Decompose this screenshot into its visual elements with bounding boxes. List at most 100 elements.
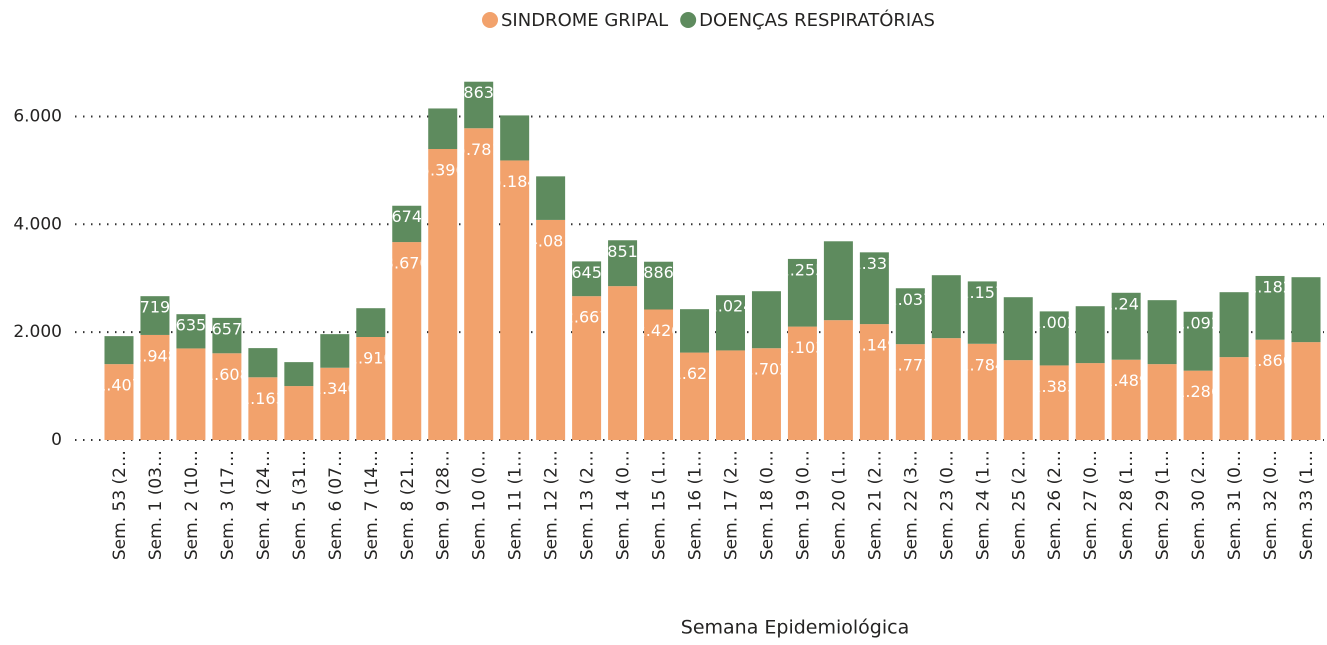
x-tick-label: Sem. 11 (1… xyxy=(506,450,526,560)
bar xyxy=(823,320,853,440)
bar xyxy=(644,309,674,440)
bar xyxy=(320,367,350,440)
bar xyxy=(500,115,530,161)
bar xyxy=(428,149,458,441)
data-label: 1.163 xyxy=(240,389,286,408)
x-axis-title: Semana Epidemiológica xyxy=(681,617,909,639)
data-label: 1.702 xyxy=(744,360,790,379)
data-label: 1.024 xyxy=(708,297,754,316)
data-label: 5.396 xyxy=(420,161,466,180)
data-label: 1.157 xyxy=(959,283,1005,302)
data-label: 1.383 xyxy=(1031,377,1077,396)
x-tick-label: Sem. 1 (03… xyxy=(146,450,166,560)
legend-label: DOENÇAS RESPIRATÓRIAS xyxy=(699,9,935,31)
x-tick-label: Sem. 2 (10… xyxy=(182,450,202,560)
y-tick-label: 4.000 xyxy=(13,214,62,234)
x-tick-label: Sem. 24 (1… xyxy=(973,450,993,560)
data-label: 2.420 xyxy=(636,321,682,340)
bar xyxy=(1219,357,1249,440)
bar xyxy=(895,344,925,440)
x-tick-label: Sem. 22 (3… xyxy=(901,450,921,560)
bar xyxy=(715,350,745,440)
bar xyxy=(104,336,134,365)
x-tick-label: Sem. 8 (21… xyxy=(398,450,418,560)
bar xyxy=(1039,365,1069,440)
bar xyxy=(1147,300,1177,365)
y-tick-label: 0 xyxy=(51,430,62,450)
x-tick-label: Sem. 4 (24… xyxy=(254,450,274,560)
data-label: 645 xyxy=(571,263,602,282)
x-tick-label: Sem. 14 (0… xyxy=(614,450,634,560)
x-tick-label: Sem. 25 (2… xyxy=(1009,450,1029,560)
bar xyxy=(967,343,997,440)
data-label: 3.670 xyxy=(384,254,430,273)
data-label: 2.103 xyxy=(780,338,826,357)
x-tick-label: Sem. 6 (07… xyxy=(326,450,346,560)
data-label: 5.184 xyxy=(492,172,538,191)
bar xyxy=(464,81,494,129)
bar xyxy=(931,338,961,440)
bar xyxy=(284,386,314,440)
bar xyxy=(1003,360,1033,440)
bar xyxy=(859,252,889,325)
bar xyxy=(1291,277,1321,343)
bar xyxy=(212,353,242,440)
legend-marker xyxy=(680,12,697,28)
bar xyxy=(248,377,278,440)
x-tick-label: Sem. 29 (1… xyxy=(1153,450,1173,560)
data-label: 1.182 xyxy=(1247,277,1293,296)
legend-label: SINDROME GRIPAL xyxy=(501,10,668,31)
x-tick-label: Sem. 13 (2… xyxy=(578,450,598,560)
data-label: 886 xyxy=(643,263,674,282)
bar xyxy=(1039,311,1069,366)
bar xyxy=(931,275,961,339)
data-label: 1.948 xyxy=(132,346,178,365)
bar xyxy=(392,242,422,440)
x-tick-label: Sem. 9 (28… xyxy=(434,450,454,560)
data-label: 1.608 xyxy=(204,365,250,384)
data-label: 1.241 xyxy=(1103,294,1149,313)
bar xyxy=(464,128,494,440)
x-tick-label: Sem. 7 (14… xyxy=(362,450,382,560)
data-label: 2.149 xyxy=(851,336,897,355)
bar xyxy=(1111,292,1141,360)
bar xyxy=(1075,306,1105,364)
bar xyxy=(967,281,997,344)
bar xyxy=(320,334,350,368)
x-tick-label: Sem. 32 (0… xyxy=(1261,450,1281,560)
bar xyxy=(859,324,889,440)
bar xyxy=(644,261,674,310)
bar xyxy=(572,296,602,440)
bar xyxy=(787,258,817,327)
bar xyxy=(1291,342,1321,440)
x-tick-label: Sem. 12 (2… xyxy=(542,450,562,560)
data-label: 1.860 xyxy=(1247,351,1293,370)
x-tick-label: Sem. 53 (2… xyxy=(110,450,130,560)
x-tick-label: Sem. 23 (0… xyxy=(937,450,957,560)
data-label: 1.621 xyxy=(672,364,718,383)
y-tick-label: 6.000 xyxy=(13,106,62,126)
data-label: 1.002 xyxy=(1031,313,1077,332)
bar xyxy=(356,308,386,338)
bar xyxy=(1111,359,1141,440)
bar xyxy=(140,296,170,335)
bar xyxy=(715,295,745,351)
bar xyxy=(428,108,458,150)
bar xyxy=(1183,311,1213,371)
data-label: 674 xyxy=(391,207,422,226)
x-tick-label: Sem. 33 (1… xyxy=(1297,450,1317,560)
bar xyxy=(1147,364,1177,440)
data-label: 4.081 xyxy=(528,231,574,250)
bar xyxy=(176,348,206,440)
x-tick-label: Sem. 27 (0… xyxy=(1081,450,1101,560)
x-tick-label: Sem. 26 (2… xyxy=(1045,450,1065,560)
bar xyxy=(104,364,134,440)
bar xyxy=(608,240,638,287)
data-label: 1.910 xyxy=(348,349,394,368)
x-tick-label: Sem. 20 (1… xyxy=(829,450,849,560)
x-tick-label: Sem. 30 (2… xyxy=(1189,450,1209,560)
data-label: 1.777 xyxy=(887,356,933,375)
bar xyxy=(536,219,566,440)
bar xyxy=(356,337,386,440)
